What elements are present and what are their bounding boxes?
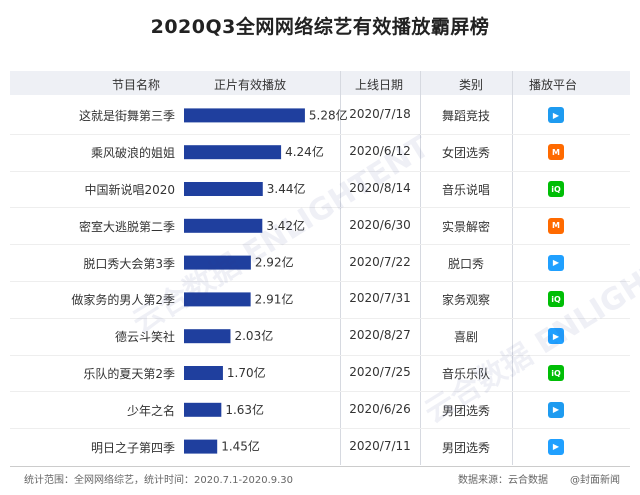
release-date: 2020/7/22 — [349, 254, 411, 269]
release-date: 2020/6/12 — [349, 144, 411, 159]
program-name: 乐队的夏天第2季 — [83, 367, 175, 381]
column-divider — [420, 71, 421, 465]
row-divider — [10, 354, 630, 356]
category: 音乐乐队 — [441, 367, 490, 381]
header-platform: 播放平台 — [529, 78, 578, 92]
row-divider — [10, 207, 630, 209]
footer-source: 数据来源：云合数据 — [458, 475, 548, 486]
iqiyi-icon: iQ — [548, 365, 564, 381]
category: 音乐说唱 — [441, 183, 490, 197]
bar — [184, 182, 263, 196]
tencent-video-icon: ▶ — [548, 328, 564, 345]
footer-divider — [10, 466, 630, 467]
bar — [184, 329, 231, 344]
program-name: 德云斗笑社 — [114, 330, 175, 345]
bar — [184, 218, 263, 233]
release-date: 2020/8/27 — [349, 328, 411, 343]
column-divider — [340, 71, 341, 465]
footer-credit: @封面新闻 — [570, 475, 620, 486]
bar-value-label: 1.63亿 — [225, 402, 264, 417]
program-name: 密室大逃脱第二季 — [78, 219, 175, 234]
category: 喜剧 — [453, 330, 478, 345]
program-name: 做家务的男人第2季 — [71, 293, 175, 308]
tencent-video-icon: ▶ — [548, 254, 564, 271]
category: 舞蹈竞技 — [441, 109, 490, 124]
bar-value-label: 2.91亿 — [255, 291, 294, 306]
release-date: 2020/7/31 — [349, 291, 411, 306]
row-divider — [10, 428, 630, 430]
release-date: 2020/7/25 — [349, 365, 411, 379]
program-name: 这就是街舞第三季 — [78, 109, 175, 124]
bar — [184, 366, 223, 380]
release-date: 2020/8/14 — [349, 181, 411, 195]
row-divider — [10, 170, 630, 172]
bar-value-label: 3.42亿 — [266, 218, 305, 233]
program-name: 明日之子第四季 — [90, 440, 175, 455]
tencent-video-icon: ▶ — [548, 438, 564, 455]
category: 女团选秀 — [441, 146, 490, 161]
bar-value-label: 3.44亿 — [267, 181, 306, 196]
mango-tv-icon: M — [548, 144, 564, 161]
chart-title: 2020Q3全网网络综艺有效播放霸屏榜 — [150, 16, 490, 38]
release-date: 2020/7/18 — [349, 107, 411, 122]
column-divider — [512, 71, 513, 465]
header-program-name: 节目名称 — [112, 78, 161, 92]
youku-icon: ▶ — [548, 107, 564, 124]
category: 实景解密 — [441, 219, 490, 234]
category: 脱口秀 — [447, 256, 484, 271]
row-divider — [10, 391, 630, 393]
mango-tv-icon: M — [548, 217, 564, 234]
bar — [184, 108, 305, 123]
youku-icon: ▶ — [548, 401, 564, 418]
bar — [184, 255, 251, 270]
bar-value-label: 5.28亿 — [309, 107, 348, 122]
row-divider — [10, 281, 630, 282]
bar — [184, 402, 222, 417]
program-name: 脱口秀大会第3季 — [83, 256, 175, 271]
bar-value-label: 1.45亿 — [221, 439, 260, 454]
category: 家务观察 — [441, 293, 490, 308]
bar — [184, 292, 251, 307]
bar-value-label: 2.92亿 — [255, 255, 294, 270]
release-date: 2020/6/26 — [349, 401, 411, 416]
row-divider — [10, 133, 630, 135]
program-name: 少年之名 — [126, 403, 175, 418]
bar — [184, 145, 282, 160]
iqiyi-icon: iQ — [548, 291, 564, 308]
table-header — [10, 71, 630, 95]
release-date: 2020/7/11 — [349, 438, 411, 453]
footer-scope: 统计范围：全网网络综艺，统计时间：2020.7.1-2020.9.30 — [24, 475, 294, 486]
category: 男团选秀 — [441, 440, 490, 455]
header-category: 类别 — [459, 78, 484, 92]
iqiyi-icon: iQ — [548, 181, 564, 197]
program-name: 乘风破浪的姐姐 — [90, 146, 175, 161]
header-release-date: 上线日期 — [355, 78, 404, 92]
bar-value-label: 2.03亿 — [234, 328, 273, 343]
release-date: 2020/6/30 — [349, 217, 411, 232]
program-name: 中国新说唱2020 — [84, 183, 175, 197]
row-divider — [10, 317, 630, 319]
bar — [184, 439, 218, 454]
category: 男团选秀 — [441, 403, 490, 418]
bar-value-label: 1.70亿 — [227, 365, 266, 380]
bar-value-label: 4.24亿 — [285, 144, 324, 159]
header-effective-views: 正片有效播放 — [214, 78, 287, 92]
row-divider — [10, 244, 630, 246]
